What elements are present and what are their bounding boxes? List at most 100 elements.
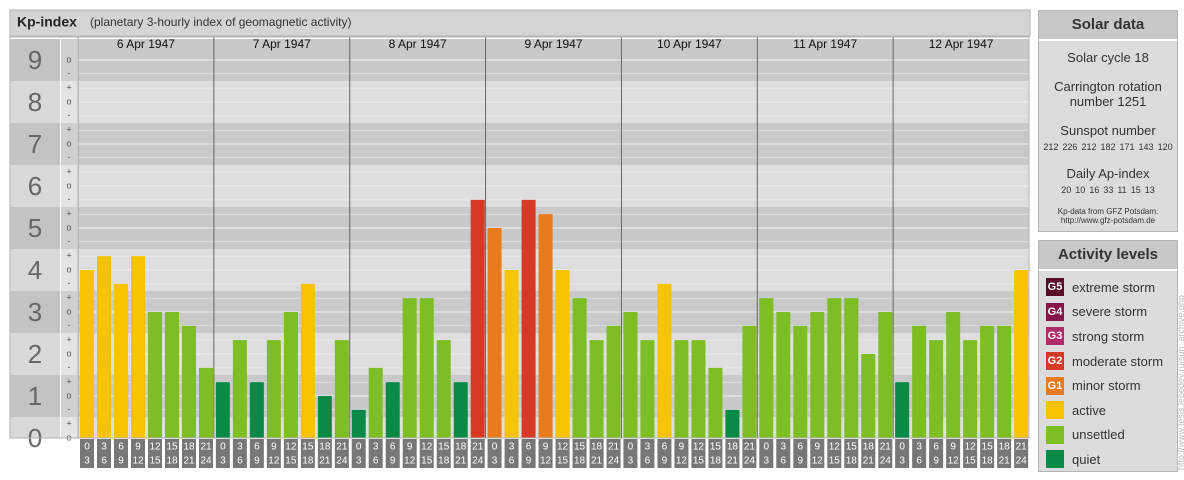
x-tick-label: 9	[254, 456, 260, 467]
legend-swatch	[1046, 450, 1064, 469]
interval-box	[725, 439, 740, 468]
day-label: 6 Apr 1947	[117, 37, 175, 51]
interval-box	[793, 439, 808, 468]
x-tick-label: 18	[727, 442, 739, 453]
x-tick-label: 21	[336, 442, 348, 453]
x-tick-label: 15	[149, 456, 161, 467]
bar	[385, 382, 400, 438]
bar	[572, 298, 587, 438]
x-tick-label: 15	[710, 442, 722, 453]
interval-box	[929, 439, 944, 468]
interval-box	[623, 439, 638, 468]
bar	[436, 340, 451, 438]
x-tick-label: 3	[645, 442, 651, 453]
x-tick-label: 24	[744, 456, 756, 467]
solar-cycle: Solar cycle 18	[1067, 50, 1149, 65]
interval-box	[504, 439, 519, 468]
x-tick-label: 21	[880, 442, 892, 453]
x-tick-label: 21	[863, 456, 875, 467]
x-tick-label: 12	[268, 456, 280, 467]
y-tick-label: 6	[28, 171, 42, 201]
interval-box	[317, 439, 332, 468]
legend-swatch: G4	[1046, 302, 1064, 321]
ap-value: 10	[1075, 185, 1086, 195]
interval-box	[249, 439, 264, 468]
y-tick-label: 1	[28, 381, 42, 411]
bar	[555, 270, 570, 438]
minor-tick-label: o	[66, 180, 71, 190]
legend-item: G4 severe storm	[1046, 300, 1177, 325]
legend-label: moderate storm	[1072, 353, 1164, 369]
x-tick-label: 15	[574, 442, 586, 453]
bar	[266, 340, 281, 438]
axis-band	[10, 291, 60, 333]
minor-band	[61, 123, 77, 165]
axis-band	[10, 333, 60, 375]
x-tick-label: 12	[812, 456, 824, 467]
legend-label: active	[1072, 402, 1106, 418]
x-tick-label: 15	[829, 456, 841, 467]
legend-item: unsettled	[1046, 423, 1177, 448]
x-tick-label: 0	[628, 442, 634, 453]
bar	[317, 396, 332, 438]
x-tick-label: 12	[132, 456, 144, 467]
bar	[80, 270, 94, 438]
x-tick-label: 18	[166, 456, 178, 467]
interval-box	[114, 439, 128, 468]
x-tick-label: 12	[676, 456, 688, 467]
legend-item: G1 minor storm	[1046, 373, 1177, 398]
axis-band	[10, 375, 60, 417]
interval-box	[946, 439, 961, 468]
minor-tick-label: o	[66, 390, 71, 400]
x-tick-label: 24	[336, 456, 348, 467]
bar	[946, 312, 961, 438]
minor-tick-label: +	[66, 419, 71, 429]
minor-tick-label: +	[66, 335, 71, 345]
bar	[759, 298, 774, 438]
bar	[827, 298, 842, 438]
sunspot-list: 212 226 212 182 171 143 120	[1039, 142, 1177, 152]
interval-box	[165, 439, 179, 468]
source-1: Kp-data from GFZ Potsdam:	[1057, 207, 1159, 216]
interval-box	[215, 439, 230, 468]
interval-box	[555, 439, 570, 468]
sunspot-value: 212	[1081, 142, 1097, 152]
day-label: 10 Apr 1947	[657, 37, 722, 51]
x-tick-label: 6	[526, 442, 532, 453]
x-tick-label: 6	[781, 456, 787, 467]
legend-title: Activity levels	[1039, 241, 1177, 271]
x-tick-label: 3	[764, 456, 770, 467]
x-tick-label: 9	[933, 456, 939, 467]
legend-item: G5 extreme storm	[1046, 275, 1177, 300]
x-tick-label: 21	[744, 442, 756, 453]
interval-box	[385, 439, 400, 468]
interval-box	[199, 439, 213, 468]
x-tick-label: 3	[101, 442, 107, 453]
minor-tick-label: o	[66, 432, 71, 442]
sunspot-value: 212	[1043, 142, 1059, 152]
bar	[810, 312, 825, 438]
chart-subtitle: (planetary 3-hourly index of geomagnetic…	[90, 15, 351, 29]
bar	[182, 325, 196, 438]
x-tick-label: 15	[438, 442, 450, 453]
bar	[368, 367, 383, 438]
legend-swatch	[1046, 425, 1064, 444]
x-tick-label: 24	[472, 456, 484, 467]
x-tick-label: 15	[421, 456, 433, 467]
ap-value: 20	[1061, 185, 1072, 195]
ap-value: 16	[1089, 185, 1100, 195]
x-tick-label: 18	[982, 456, 994, 467]
title-bar	[9, 9, 1031, 37]
interval-box	[487, 439, 502, 468]
bar	[334, 340, 349, 438]
x-tick-label: 3	[84, 456, 90, 467]
x-tick-label: 15	[166, 442, 178, 453]
interval-box	[691, 439, 706, 468]
minor-tick-label: -	[68, 194, 71, 204]
plot-frame	[9, 36, 1030, 439]
interval-box	[861, 439, 876, 468]
legend-label: minor storm	[1072, 378, 1141, 394]
carrington-1: Carrington rotation	[1054, 79, 1162, 94]
minor-tick-label: +	[66, 209, 71, 219]
sunspot-value: 226	[1062, 142, 1078, 152]
